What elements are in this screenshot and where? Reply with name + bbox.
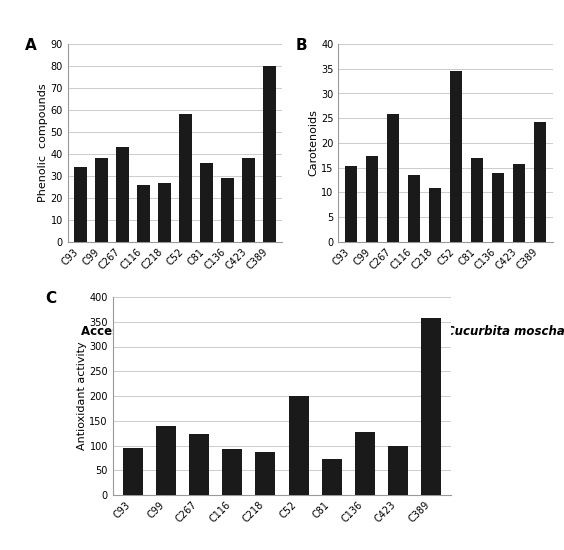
Bar — [222, 449, 242, 495]
Bar — [95, 158, 108, 242]
Bar — [74, 167, 87, 242]
Y-axis label: Carotenoids: Carotenoids — [309, 109, 318, 177]
Bar — [189, 434, 209, 495]
Bar — [116, 147, 129, 242]
Bar — [429, 188, 442, 242]
Bar — [450, 71, 462, 242]
Bar — [156, 426, 176, 495]
Bar — [345, 166, 358, 242]
Bar — [221, 178, 233, 242]
Text: A: A — [25, 38, 37, 53]
Y-axis label: Phenolic  compounds: Phenolic compounds — [38, 84, 48, 202]
Text: B: B — [296, 38, 307, 53]
Bar — [408, 175, 420, 242]
Bar — [355, 432, 375, 495]
Bar — [137, 185, 149, 242]
Bar — [421, 318, 441, 495]
Bar — [242, 158, 255, 242]
Bar — [388, 447, 408, 495]
Bar — [322, 459, 342, 495]
Bar — [513, 164, 526, 242]
Bar — [158, 183, 171, 242]
Bar — [263, 66, 276, 242]
Text: Cucurbita moschata: Cucurbita moschata — [175, 325, 307, 338]
Text: Cucurbita moschata: Cucurbita moschata — [446, 325, 564, 338]
Bar — [534, 122, 547, 242]
Y-axis label: Antioxidant activity: Antioxidant activity — [77, 342, 86, 450]
Bar — [492, 173, 504, 242]
Bar — [289, 396, 309, 495]
Bar — [255, 452, 275, 495]
Bar — [471, 158, 483, 242]
Text: Accessions of: Accessions of — [351, 325, 446, 338]
Bar — [123, 448, 143, 495]
Bar — [200, 163, 213, 242]
Bar — [365, 156, 378, 242]
Bar — [179, 114, 192, 242]
Bar — [387, 114, 399, 242]
Text: C: C — [45, 291, 56, 306]
Text: Accessions of: Accessions of — [81, 325, 175, 338]
